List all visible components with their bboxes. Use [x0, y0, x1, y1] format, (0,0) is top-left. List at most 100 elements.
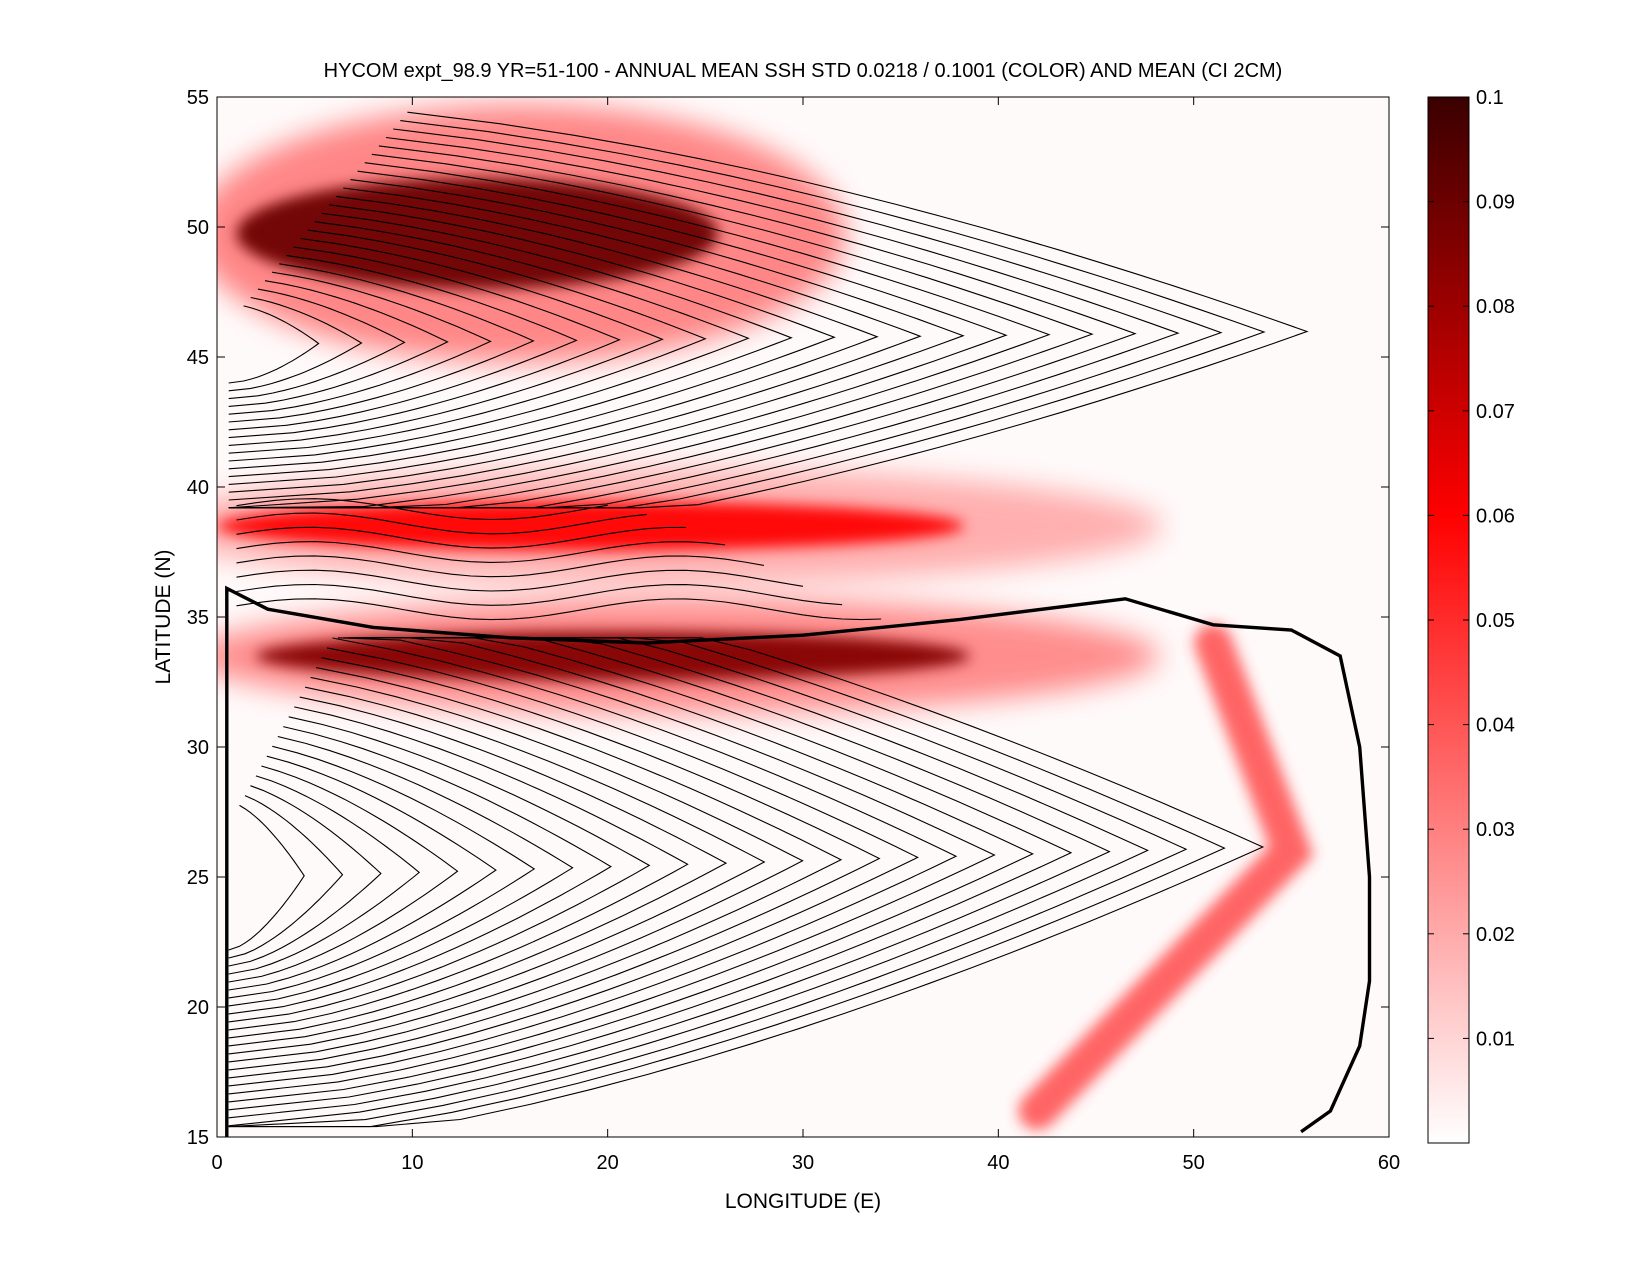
y-axis-ticks: 15 20 25 30 35 40 45 50 55: [187, 87, 1389, 1149]
y-tick-label: 25: [187, 867, 209, 889]
colorbar-gradient: [1427, 96, 1470, 1144]
subtropical-contour: [228, 637, 996, 1095]
subpolar-contour: [228, 305, 320, 384]
subpolar-contour: [228, 195, 879, 485]
subtropical-contour: [228, 686, 766, 1047]
subpolar-jet-band: [236, 177, 719, 290]
subtropical-contour: [228, 637, 1265, 1128]
y-tick-label: 40: [187, 477, 209, 499]
subtropical-contour: [228, 696, 728, 1039]
y-tick-label: 35: [187, 607, 209, 629]
recirculation-contour: [236, 598, 882, 621]
recirculation-contour: [236, 512, 647, 535]
subtropical-contour: [228, 795, 344, 959]
subtropical-contour: [228, 804, 305, 951]
colorbar-tick-label: 0.07: [1476, 401, 1515, 423]
subtropical-contour: [228, 706, 689, 1031]
subtropical-contour: [228, 647, 919, 1079]
subtropical-contour: [228, 657, 881, 1071]
subtropical-contour: [228, 637, 1188, 1128]
y-tick-label: 55: [187, 87, 209, 109]
plot-area: [217, 97, 1389, 1137]
subpolar-contour: [228, 280, 449, 407]
zero-contour-line: [225, 585, 1372, 1137]
subpolar-contour: [228, 237, 664, 446]
colorbar: 0.01 0.02 0.03 0.04 0.05 0.06 0.07 0.08 0.09 0.1: [1427, 87, 1515, 1144]
y-tick-label: 50: [187, 217, 209, 239]
subpolar-contour: [228, 170, 1008, 509]
subpolar-contour: [228, 179, 965, 501]
subpolar-contour: [228, 263, 535, 423]
x-tick-label: 10: [401, 1152, 423, 1174]
subpolar-contour: [228, 120, 1266, 509]
subpolar-contour: [228, 153, 1094, 509]
x-axis-label: LONGITUDE (E): [725, 1190, 881, 1213]
colorbar-tick-label: 0.03: [1476, 819, 1515, 841]
subtropical-contour: [228, 637, 1073, 1111]
y-tick-label: 15: [187, 1127, 209, 1149]
colorbar-tick-label: 0.02: [1476, 924, 1515, 946]
subpolar-contour: [228, 271, 492, 415]
ssh-std-shading: [217, 104, 1314, 1130]
subpolar-contour: [228, 254, 578, 431]
subtropical-contour: [228, 755, 497, 991]
colorbar-tick-label: 0.1: [1476, 87, 1504, 109]
x-tick-label: 20: [597, 1152, 619, 1174]
subtropical-contour: [228, 735, 574, 1007]
subtropical-contour: [228, 775, 421, 975]
subtropical-contour: [228, 637, 1034, 1103]
eastern-boundary-band-band: [1018, 624, 1314, 1130]
subtropical-contour: [228, 637, 1226, 1128]
y-tick-label: 45: [187, 347, 209, 369]
x-tick-label: 40: [987, 1152, 1009, 1174]
subtropical-contour: [228, 637, 1150, 1127]
colorbar-tick-label: 0.06: [1476, 505, 1515, 527]
chart-title: HYCOM expt_98.9 YR=51-100 - ANNUAL MEAN …: [324, 60, 1283, 82]
subpolar-contour: [228, 246, 621, 439]
y-axis-label: LATITUDE (N): [152, 550, 175, 685]
subpolar-contour: [228, 136, 1180, 509]
colorbar-tick-label: 0.01: [1476, 1028, 1515, 1050]
subtropical-contour: [228, 726, 612, 1015]
ssh-mean-contours: [228, 111, 1309, 1128]
subpolar-contour: [228, 212, 793, 470]
subpolar-contour: [228, 162, 1051, 509]
recirculation-contour: [236, 498, 608, 521]
subpolar-contour: [228, 229, 707, 454]
x-tick-label: 60: [1378, 1152, 1400, 1174]
subtropical-contour: [228, 637, 1111, 1119]
subtropical-front-band: [256, 631, 971, 681]
subpolar-contour: [228, 296, 363, 392]
recirculation-contour: [236, 555, 764, 578]
subpolar-contour: [228, 221, 750, 462]
colorbar-tick-label: 0.04: [1476, 715, 1515, 737]
subpolar-contour: [228, 288, 406, 400]
subtropical-contour: [228, 667, 843, 1063]
recirculation-contour: [236, 526, 686, 549]
x-axis-ticks: 0 10 20 30 40 50 60: [211, 97, 1400, 1174]
subtropical-contour: [228, 637, 958, 1087]
subpolar-contour: [228, 128, 1223, 509]
colorbar-tick-label: 0.09: [1476, 192, 1515, 214]
subtropical-contour: [228, 785, 382, 967]
y-tick-label: 30: [187, 737, 209, 759]
recirculation-contour: [236, 583, 843, 606]
subpolar-contour: [228, 187, 922, 493]
subtropical-contour: [228, 765, 459, 983]
x-tick-label: 30: [792, 1152, 814, 1174]
colorbar-tick-label: 0.05: [1476, 610, 1515, 632]
subtropical-contour: [228, 676, 804, 1055]
subpolar-contour: [228, 145, 1137, 509]
subtropical-contour: [228, 745, 536, 999]
colorbar-ticks: 0.01 0.02 0.03 0.04 0.05 0.06 0.07 0.08 0.09 0.1: [1428, 87, 1515, 1050]
x-tick-label: 50: [1183, 1152, 1205, 1174]
subtropical-contour: [228, 716, 651, 1023]
colorbar-tick-label: 0.08: [1476, 296, 1515, 318]
subpolar-contour: [228, 111, 1309, 509]
subpolar-contour: [228, 204, 836, 478]
recirculation-contour: [236, 569, 804, 592]
y-tick-label: 20: [187, 997, 209, 1019]
x-tick-label: 0: [211, 1152, 222, 1174]
